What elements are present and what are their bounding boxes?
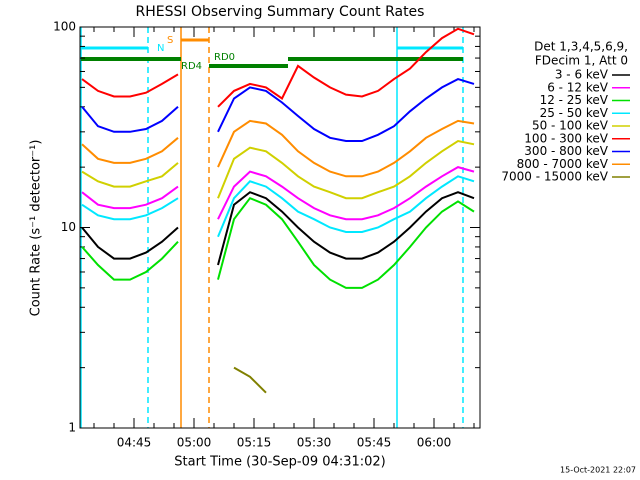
x-tick-label: 04:45	[117, 436, 152, 450]
legend-label: 50 - 100 keV	[532, 119, 609, 133]
chart-title: RHESSI Observing Summary Count Rates	[136, 4, 425, 20]
legend-label: 800 - 7000 keV	[517, 157, 609, 171]
legend-label: 300 - 800 keV	[524, 144, 608, 158]
series-line	[81, 119, 475, 178]
x-axis-label: Start Time (30-Sep-09 04:31:02)	[174, 455, 385, 470]
series-line	[81, 78, 475, 142]
annotation: RD0	[214, 52, 235, 63]
y-tick-label: 100	[53, 20, 76, 34]
legend-label: 12 - 25 keV	[540, 93, 609, 107]
legend-label: 3 - 6 keV	[555, 68, 609, 82]
y-tick-label: 10	[61, 220, 76, 234]
series-line	[81, 139, 475, 200]
series-line	[81, 191, 475, 266]
annotation: N	[157, 43, 164, 54]
series-line	[81, 175, 475, 238]
timestamp: 15-Oct-2021 22:07	[560, 466, 636, 475]
x-tick-label: 06:00	[417, 436, 452, 450]
legend-label: 25 - 50 keV	[540, 106, 609, 120]
legend-label: 100 - 300 keV	[524, 131, 608, 145]
annotation: RD4	[181, 61, 202, 72]
x-tick-label: 05:30	[297, 436, 332, 450]
legend-header: Det 1,3,4,5,6,9,	[534, 40, 628, 54]
annotation: S	[167, 35, 173, 46]
legend-label: 7000 - 15000 keV	[501, 170, 608, 184]
legend-header: FDecim 1, Att 0	[535, 54, 628, 68]
legend-label: 6 - 12 keV	[547, 80, 609, 94]
y-tick-label: 1	[68, 421, 76, 435]
series-line	[81, 27, 475, 108]
series-line	[81, 166, 475, 221]
series-line	[81, 196, 475, 289]
x-tick-label: 05:45	[357, 436, 392, 450]
x-tick-label: 05:00	[177, 436, 212, 450]
x-tick-label: 05:15	[237, 436, 272, 450]
y-axis-label: Count Rate (s⁻¹ detector⁻¹)	[29, 140, 44, 317]
